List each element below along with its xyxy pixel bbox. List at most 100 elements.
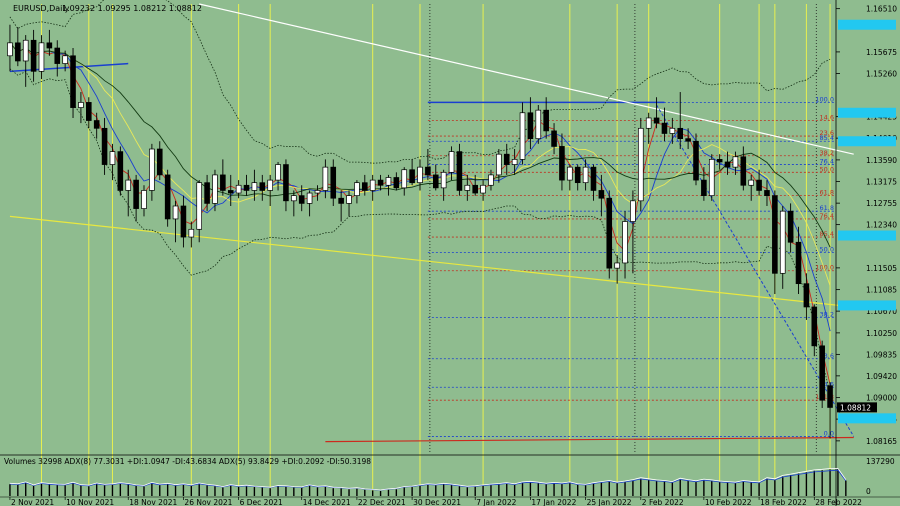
fibonacci-levels-layer: 100.014.623.685.438.276.450.061.861.876.… (427, 95, 836, 437)
fibonacci-level-label: 61.8 (820, 189, 834, 197)
candle-bullish (369, 179, 376, 191)
candle-bullish (125, 179, 132, 191)
candle-bearish (559, 146, 565, 181)
date-tick-label: 22 Dec 2021 (358, 498, 406, 506)
fibonacci-level-label: 100.0 (815, 264, 834, 272)
candle-bullish (630, 200, 636, 222)
candle-bullish (354, 182, 360, 196)
candle-bearish (693, 140, 699, 181)
date-tick-label: 6 Dec 2021 (240, 498, 283, 506)
fibonacci-level-label: 61.8 (820, 204, 834, 212)
candle-bullish (440, 171, 447, 189)
candle-bullish (196, 182, 202, 230)
candle-bearish (156, 148, 163, 176)
candle-bullish (291, 195, 297, 202)
date-tick-label: 10 Feb 2022 (705, 498, 752, 506)
candle-bearish (298, 195, 305, 204)
trendlines-layer (9, 3, 855, 443)
candle-bearish (54, 47, 61, 64)
candle-bearish (819, 345, 825, 401)
candle-bullish (638, 127, 644, 202)
fibonacci-level-label: 38.2 (820, 310, 834, 318)
date-tick-label: 14 Dec 2021 (303, 498, 351, 506)
candle-bullish (582, 166, 589, 184)
candle-bearish (543, 109, 549, 132)
candle-bearish (685, 138, 691, 142)
candle-bearish (133, 179, 139, 209)
candle-bullish (614, 262, 620, 269)
candle-bearish (787, 210, 794, 243)
candle-bearish (338, 197, 344, 204)
candle-bullish (22, 39, 29, 62)
fibonacci-level-label: 14.6 (820, 380, 834, 388)
candle-bearish (803, 283, 810, 308)
fibonacci-level-label: 0.0 (824, 429, 834, 437)
candle-bullish (708, 159, 715, 196)
candle-bearish (551, 130, 557, 147)
date-tick-label: 10 Nov 2021 (66, 498, 114, 506)
fibonacci-level-label: 85.4 (820, 230, 834, 238)
date-tick-label: 7 Jan 2022 (476, 498, 516, 506)
candle-bearish (795, 241, 802, 285)
candle-bullish (251, 182, 258, 191)
candle-bearish (472, 184, 478, 194)
candle-bearish (101, 127, 108, 165)
date-tick-label: 30 Dec 2021 (413, 498, 461, 506)
candle-bearish (227, 190, 234, 194)
candle-bearish (701, 179, 707, 196)
candle-bullish (188, 228, 195, 238)
candle-bearish (590, 166, 597, 191)
candle-bullish (417, 166, 423, 184)
candle-bullish (464, 184, 471, 191)
current-price-marker (837, 402, 877, 413)
candle-bullish (779, 210, 786, 274)
candle-bearish (204, 182, 210, 204)
price-tick-label: 1.13590 (866, 156, 897, 165)
price-level-highlight (838, 107, 896, 118)
candle-bearish (220, 174, 226, 191)
candle-bullish (141, 190, 147, 209)
fibonacci-level-label: 38.2 (820, 149, 834, 157)
candle-bearish (811, 306, 818, 347)
fibonacci-level-label: 14.6 (820, 114, 834, 122)
date-tick-label: 2 Nov 2021 (11, 498, 54, 506)
volume-tick-label: 137290 (866, 457, 895, 466)
candle-bearish (503, 153, 510, 165)
candle-bearish (527, 112, 534, 140)
volume-panel-label: Volumes 32998 ADX(8) 77.3031 +DI:1.0947 … (4, 457, 371, 466)
trendline (9, 62, 129, 73)
candle-bearish (164, 174, 171, 220)
trendline (199, 3, 854, 155)
date-tick-label: 18 Feb 2022 (760, 498, 807, 506)
candle-bearish (425, 166, 431, 176)
candle-bullish (732, 156, 739, 168)
candle-bullish (488, 174, 494, 186)
candle-bearish (827, 385, 833, 408)
candle-bearish (716, 159, 723, 163)
candle-bullish (645, 117, 652, 129)
volume-tick-label: 0 (866, 487, 871, 496)
candle-bearish (70, 55, 76, 108)
price-tick-label: 1.11505 (866, 264, 897, 273)
trendline (9, 215, 854, 308)
candle-bullish (267, 179, 273, 191)
fibonacci-level-label: 50.0 (820, 165, 834, 173)
price-tick-label: 1.10250 (866, 329, 897, 338)
candle-bullish (669, 127, 676, 134)
date-tick-label: 17 Jan 2022 (531, 498, 576, 506)
candle-bearish (259, 182, 266, 191)
chart-header-ohlc: 1.09232 1.09295 1.08212 1.08812 (62, 4, 202, 13)
candle-bearish (677, 127, 684, 140)
candle-bearish (243, 184, 250, 191)
candle-bullish (322, 166, 329, 191)
price-tick-label: 1.13175 (866, 177, 897, 186)
candle-bearish (456, 151, 463, 191)
date-tick-label: 25 Jan 2022 (587, 498, 632, 506)
adx-line-2 (9, 467, 847, 491)
candle-bullish (235, 184, 242, 194)
date-tick-label: 2 Feb 2022 (642, 498, 684, 506)
candle-bearish (756, 179, 762, 191)
candle-bullish (212, 174, 218, 204)
